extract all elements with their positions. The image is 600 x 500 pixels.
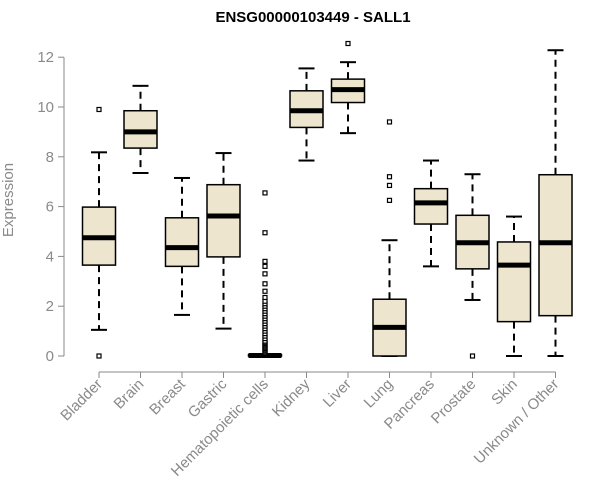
outlier-point [262,271,268,277]
outlier-point [386,197,393,203]
box-prostate [455,173,490,359]
box-hematopoietic-cells [247,190,283,359]
box-bladder [81,106,117,359]
outlier-point [262,263,268,269]
boxes-layer [81,40,573,359]
iqr-box [206,183,241,258]
x-tick-label: Kidney [269,375,314,420]
outlier-point [386,182,393,189]
x-tick-label: Skin [488,376,521,409]
outlier-point [262,281,268,287]
x-tick-label: Liver [320,376,355,411]
x-tick-label: Bladder [57,376,106,425]
outlier-point [262,230,268,236]
y-axis-label: Expression [0,163,17,237]
box-kidney [289,67,324,162]
box-skin [496,215,532,357]
box-unknown-other [538,49,573,357]
box-breast [164,176,200,316]
outlier-point [386,119,393,125]
iqr-box [413,187,449,225]
outlier-point [386,174,393,180]
box-lung [372,119,407,357]
y-tick-label: 8 [46,149,54,166]
outlier-point [262,190,268,196]
outlier-point [262,294,268,301]
x-tick-label: Prostate [428,376,480,428]
y-tick-label: 6 [46,199,54,216]
outlier-point [96,106,102,113]
outlier-point [345,40,351,47]
box-liver [330,40,366,135]
x-tick-label: Breast [146,375,189,418]
x-tick-label: Brain [111,376,148,413]
box-pancreas [413,159,449,268]
y-tick-label: 4 [46,248,54,265]
y-axis: 0 2 4 6 8 10 12 [37,49,65,365]
outlier-point [262,258,268,264]
iqr-box [496,241,532,323]
iqr-box [164,217,200,268]
chart-title: ENSG00000103449 - SALL1 [215,9,410,26]
outlier-point [469,353,476,359]
y-tick-label: 0 [46,348,54,365]
y-tick-label: 10 [37,99,54,116]
outlier-point [96,353,102,359]
box-gastric [206,152,241,330]
x-tick-label: Lung [361,376,397,412]
y-tick-label: 12 [37,49,54,66]
y-tick-label: 2 [46,298,54,315]
outlier-point [262,288,268,294]
box-brain [123,84,158,174]
